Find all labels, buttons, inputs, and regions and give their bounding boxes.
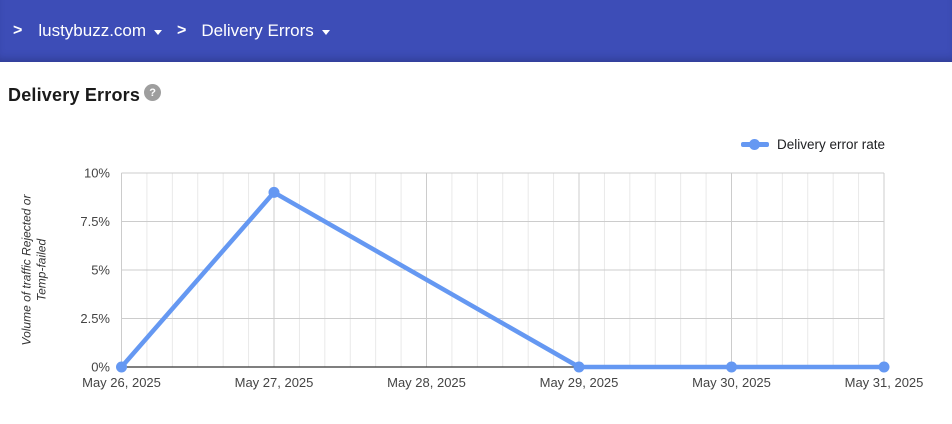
y-tick-label: 2.5% [80,311,110,326]
y-tick-label: 7.5% [80,214,110,229]
domain-selector[interactable]: lustybuzz.com [38,21,163,41]
delivery-error-rate-chart[interactable]: 0% 2.5% 5% 7.5% 10% May 26, 2025 May 27, 2025 M… [0,134,952,424]
x-tick-label: May 27, 2025 [235,375,314,390]
page-title-row: Delivery Errors ? [8,84,162,106]
report-selector[interactable]: Delivery Errors [201,21,330,41]
x-tick-label: May 29, 2025 [540,375,619,390]
legend-dot-icon [749,139,761,151]
data-point-marker[interactable] [268,186,280,198]
page-title: Delivery Errors [8,85,141,105]
x-tick-label: May 26, 2025 [82,375,161,390]
y-axis-title: Volume of traffic Rejected or [20,194,34,346]
data-point-marker[interactable] [116,361,127,373]
app-header: > lustybuzz.com > Delivery Errors [0,0,952,62]
data-point-marker[interactable] [726,361,737,373]
data-point-marker[interactable] [573,361,585,373]
x-tick-label: May 31, 2025 [845,375,924,390]
legend-label: Delivery error rate [776,137,885,152]
domain-selector-label: lustybuzz.com [38,21,147,40]
chart-legend: Delivery error rate [740,137,885,152]
breadcrumb-chevron-icon: > [13,22,23,39]
x-tick-label: May 30, 2025 [692,375,771,390]
y-tick-label: 5% [91,263,110,278]
legend-line-marker-icon [740,139,769,151]
caret-down-icon [321,30,330,35]
caret-down-icon [154,30,163,35]
data-point-marker[interactable] [878,361,890,373]
report-selector-label: Delivery Errors [201,21,314,40]
y-axis-title: Temp-failed [35,239,49,302]
y-tick-label: 0% [91,360,110,375]
x-tick-label: May 28, 2025 [387,375,466,390]
help-icon[interactable]: ? [144,84,162,101]
breadcrumb-chevron-icon: > [177,22,187,39]
y-tick-label: 10% [84,166,110,181]
